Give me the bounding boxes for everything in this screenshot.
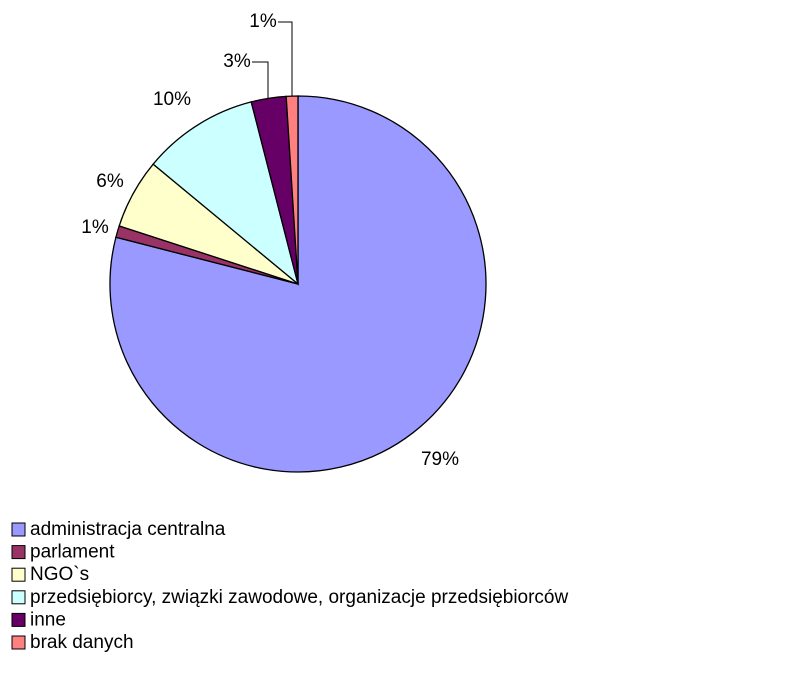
legend-swatch <box>11 522 26 537</box>
legend-label: przedsiębiorcy, związki zawodowe, organi… <box>30 587 569 608</box>
legend-swatch <box>11 567 26 582</box>
legend-label: inne <box>30 609 66 630</box>
legend-swatch <box>11 635 26 650</box>
data-label: 3% <box>223 51 251 72</box>
legend-label: brak danych <box>30 632 134 653</box>
legend-swatch <box>11 590 26 605</box>
data-label: 10% <box>153 89 191 110</box>
data-label: 1% <box>81 217 109 238</box>
data-label: 79% <box>421 449 459 470</box>
legend-label: parlament <box>30 542 115 563</box>
pie-slice <box>152 101 300 286</box>
legend-label: NGO`s <box>30 564 89 585</box>
leader-line <box>278 21 293 96</box>
legend-label: administracja centralna <box>30 519 226 540</box>
legend-swatch <box>11 545 26 560</box>
data-label: 1% <box>249 11 277 32</box>
leader-line <box>252 61 269 98</box>
legend-swatch <box>11 612 26 627</box>
pie-slice <box>285 95 299 285</box>
data-label: 6% <box>96 171 124 192</box>
